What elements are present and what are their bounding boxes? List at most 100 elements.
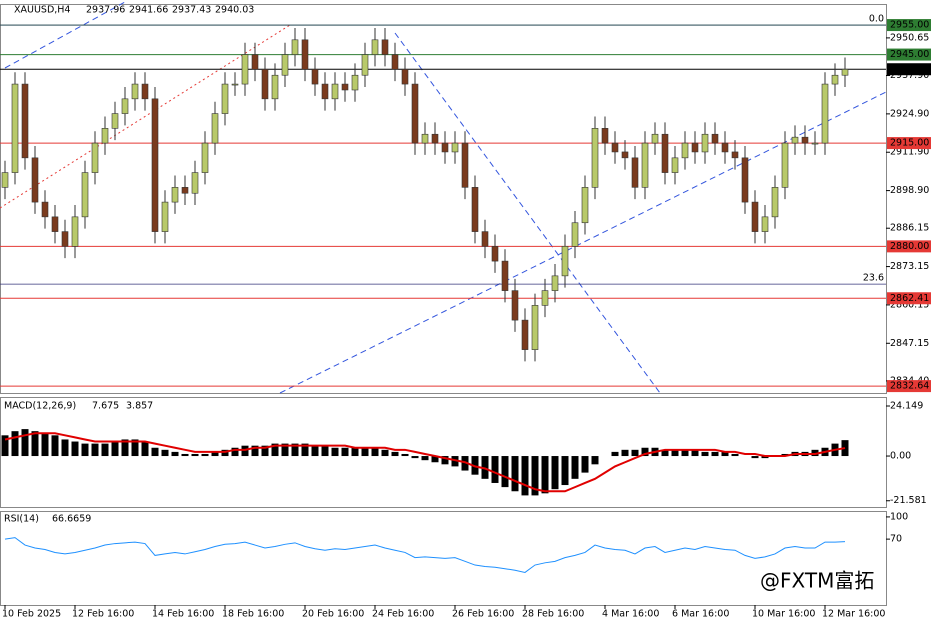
x-tick-label: 26 Feb 16:00 xyxy=(452,609,514,620)
candle-body xyxy=(241,54,249,85)
candle-body xyxy=(51,216,59,232)
x-tick-label: 24 Feb 16:00 xyxy=(372,609,434,620)
candle-body xyxy=(711,133,719,144)
candle-body xyxy=(1,172,9,188)
candle-body xyxy=(311,69,319,85)
macd-bar xyxy=(221,449,229,457)
candle-body xyxy=(101,128,109,144)
rsi-frame xyxy=(0,511,887,606)
macd-bar xyxy=(41,433,49,457)
level-label: 2832.64 xyxy=(890,381,929,392)
level-label: 2945.00 xyxy=(890,49,929,60)
y-tick-label: 2937.90 xyxy=(890,70,929,81)
macd-bar xyxy=(281,443,289,457)
macd-bar xyxy=(251,445,259,457)
x-tick-label: 20 Feb 16:00 xyxy=(302,609,364,620)
y-tick-label: 2847.15 xyxy=(890,338,929,349)
level-box xyxy=(887,48,931,61)
candle-body xyxy=(821,83,829,144)
macd-bar xyxy=(71,441,79,457)
macd-bar xyxy=(51,435,59,457)
y-tick-label: 2911.90 xyxy=(890,147,929,158)
watermark: @FXTM富拓 xyxy=(760,569,874,593)
candle-body xyxy=(721,142,729,153)
candle-body xyxy=(441,142,449,153)
candle-body xyxy=(251,54,259,70)
macd-bar xyxy=(431,456,439,463)
x-tick-label: 4 Mar 16:00 xyxy=(602,609,659,620)
macd-bar xyxy=(351,447,359,457)
macd-bar xyxy=(541,456,549,494)
level-box xyxy=(887,137,931,150)
candle-body xyxy=(91,142,99,173)
candle-body xyxy=(541,290,549,306)
macd-bar xyxy=(201,453,209,457)
candle-body xyxy=(321,83,329,100)
candle-body xyxy=(531,305,539,350)
candle-body xyxy=(741,157,749,203)
macd-bar xyxy=(311,445,319,457)
macd-bar xyxy=(121,439,129,457)
macd-bar xyxy=(671,449,679,457)
macd-bar xyxy=(441,456,449,465)
macd-bar xyxy=(731,453,739,457)
candle-body xyxy=(831,74,839,85)
candle-body xyxy=(731,151,739,159)
y-tick-label: 2898.90 xyxy=(890,185,929,196)
candle-body xyxy=(281,54,289,76)
macd-bar xyxy=(481,456,489,479)
macd-bar xyxy=(21,429,29,457)
y-tick-label: 70 xyxy=(890,534,902,545)
x-tick-label: 12 Feb 16:00 xyxy=(72,609,134,620)
macd-bar xyxy=(31,431,39,457)
macd-bar xyxy=(151,447,159,457)
level-label: 2862.41 xyxy=(890,293,929,304)
macd-bar xyxy=(321,445,329,457)
candle-body xyxy=(151,98,159,232)
last-high: 2941.66 xyxy=(129,5,168,16)
y-tick-label: 2886.15 xyxy=(890,223,929,234)
macd-bar xyxy=(511,456,519,492)
x-tick-label: 10 Mar 16:00 xyxy=(752,609,815,620)
candle-body xyxy=(71,216,79,247)
macd-bar xyxy=(661,449,669,457)
macd-bar xyxy=(371,447,379,457)
symbol-title: XAUUSD,H4 xyxy=(14,5,70,16)
candle-body xyxy=(141,83,149,100)
macd-bar xyxy=(211,451,219,457)
level-label: 2915.00 xyxy=(890,138,929,149)
candle-body xyxy=(841,69,849,76)
last-low: 2937.43 xyxy=(172,5,211,16)
rsi-title: RSI(14) xyxy=(4,514,39,525)
candle-body xyxy=(451,142,459,153)
macd-bar xyxy=(61,439,69,457)
level-label: 2940.03 xyxy=(890,64,929,75)
x-tick-label: 12 Mar 16:00 xyxy=(822,609,885,620)
candle-body xyxy=(781,142,789,188)
trend-line xyxy=(0,24,291,209)
macd-bar xyxy=(291,443,299,457)
macd-bar xyxy=(421,456,429,461)
macd-value: 7.675 xyxy=(92,401,119,412)
macd-signal-value: 3.857 xyxy=(126,401,153,412)
candle-body xyxy=(701,133,709,153)
fib-label: 0.0 xyxy=(869,14,884,25)
candle-body xyxy=(471,187,479,232)
signal-line xyxy=(4,432,846,493)
candle-body xyxy=(161,201,169,232)
macd-bar xyxy=(641,447,649,457)
macd-bar xyxy=(271,443,279,457)
y-tick-label: 2860.15 xyxy=(890,299,929,310)
macd-bar xyxy=(131,439,139,457)
macd-bar xyxy=(611,451,619,457)
candle-body xyxy=(411,83,419,144)
candle-body xyxy=(21,83,29,159)
candle-body xyxy=(391,54,399,70)
candle-body xyxy=(501,260,509,291)
candle-body xyxy=(671,157,679,173)
x-tick-label: 10 Feb 2025 xyxy=(2,609,61,620)
candle-body xyxy=(571,222,579,247)
price-frame xyxy=(0,4,887,394)
candle-body xyxy=(341,83,349,91)
